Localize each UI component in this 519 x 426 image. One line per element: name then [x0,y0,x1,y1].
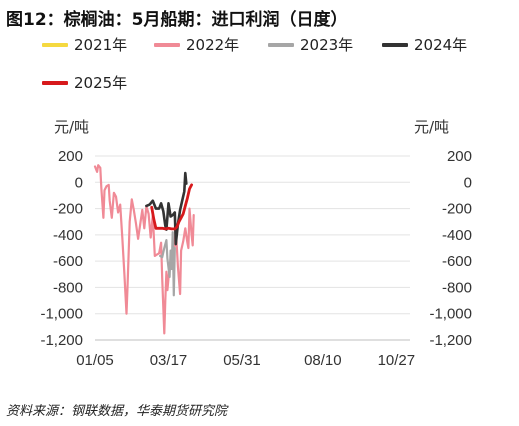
legend-label-2023: 2023年 [300,36,354,54]
legend-label-2022: 2022年 [186,36,240,54]
series-line-2023年 [159,231,176,297]
chart-title: 图12：棕榈油：5月船期：进口利润（日度） [6,10,348,30]
left-y-tick-label: -400 [53,227,83,244]
legend-swatch-2023 [268,42,294,47]
legend-item-2023[interactable]: 2023年 [268,34,353,55]
legend-item-2022[interactable]: 2022年 [154,34,239,55]
right-y-tick-label: -200 [442,201,472,218]
right-y-axis: 200 0 -200 -400 -600 -800 -1,000 -1,200 [429,148,472,349]
right-y-tick-label: 0 [464,174,472,191]
x-tick-label: 08/10 [304,352,342,369]
legend-label-2025: 2025年 [74,74,128,92]
x-tick-label: 10/27 [378,352,416,369]
legend-label-2024: 2024年 [414,36,468,54]
legend-item-2024[interactable]: 2024年 [382,34,467,55]
legend-swatch-2025 [42,80,68,85]
x-tick-label: 05/31 [223,352,261,369]
left-y-tick-label: -200 [53,201,83,218]
left-y-tick-label: -800 [53,279,83,296]
legend-label-2021: 2021年 [74,36,128,54]
left-y-axis: 200 0 -200 -400 -600 -800 -1,000 -1,200 [40,148,83,349]
series-line-2022年 [93,164,195,335]
x-axis: 01/05 03/17 05/31 08/10 10/27 [76,352,415,369]
left-y-tick-label: 0 [75,174,83,191]
right-y-tick-label: -800 [442,279,472,296]
grid-lines [95,155,410,341]
series-line-2025年 [150,183,193,231]
legend-item-2021[interactable]: 2021年 [42,34,127,55]
left-y-tick-label: -1,200 [40,332,83,349]
left-y-tick-label: 200 [58,148,83,165]
x-tick-label: 01/05 [76,352,114,369]
legend-swatch-2024 [382,42,408,47]
right-y-tick-label: -1,200 [429,332,472,349]
right-y-tick-label: -600 [442,253,472,270]
legend-swatch-2021 [42,42,68,47]
source-note: 资料来源：钢联数据，华泰期货研究院 [6,404,228,419]
legend-item-2025[interactable]: 2025年 [42,72,127,93]
left-y-tick-label: -1,000 [40,306,83,323]
right-y-tick-label: 200 [447,148,472,165]
left-axis-unit: 元/吨 [54,118,90,136]
right-axis-unit: 元/吨 [414,118,450,136]
series-line-2024年 [145,171,188,246]
right-y-tick-label: -1,000 [429,306,472,323]
x-tick-label: 03/17 [150,352,188,369]
series-lines [93,164,195,335]
right-y-tick-label: -400 [442,227,472,244]
left-y-tick-label: -600 [53,253,83,270]
legend-swatch-2022 [154,42,180,47]
